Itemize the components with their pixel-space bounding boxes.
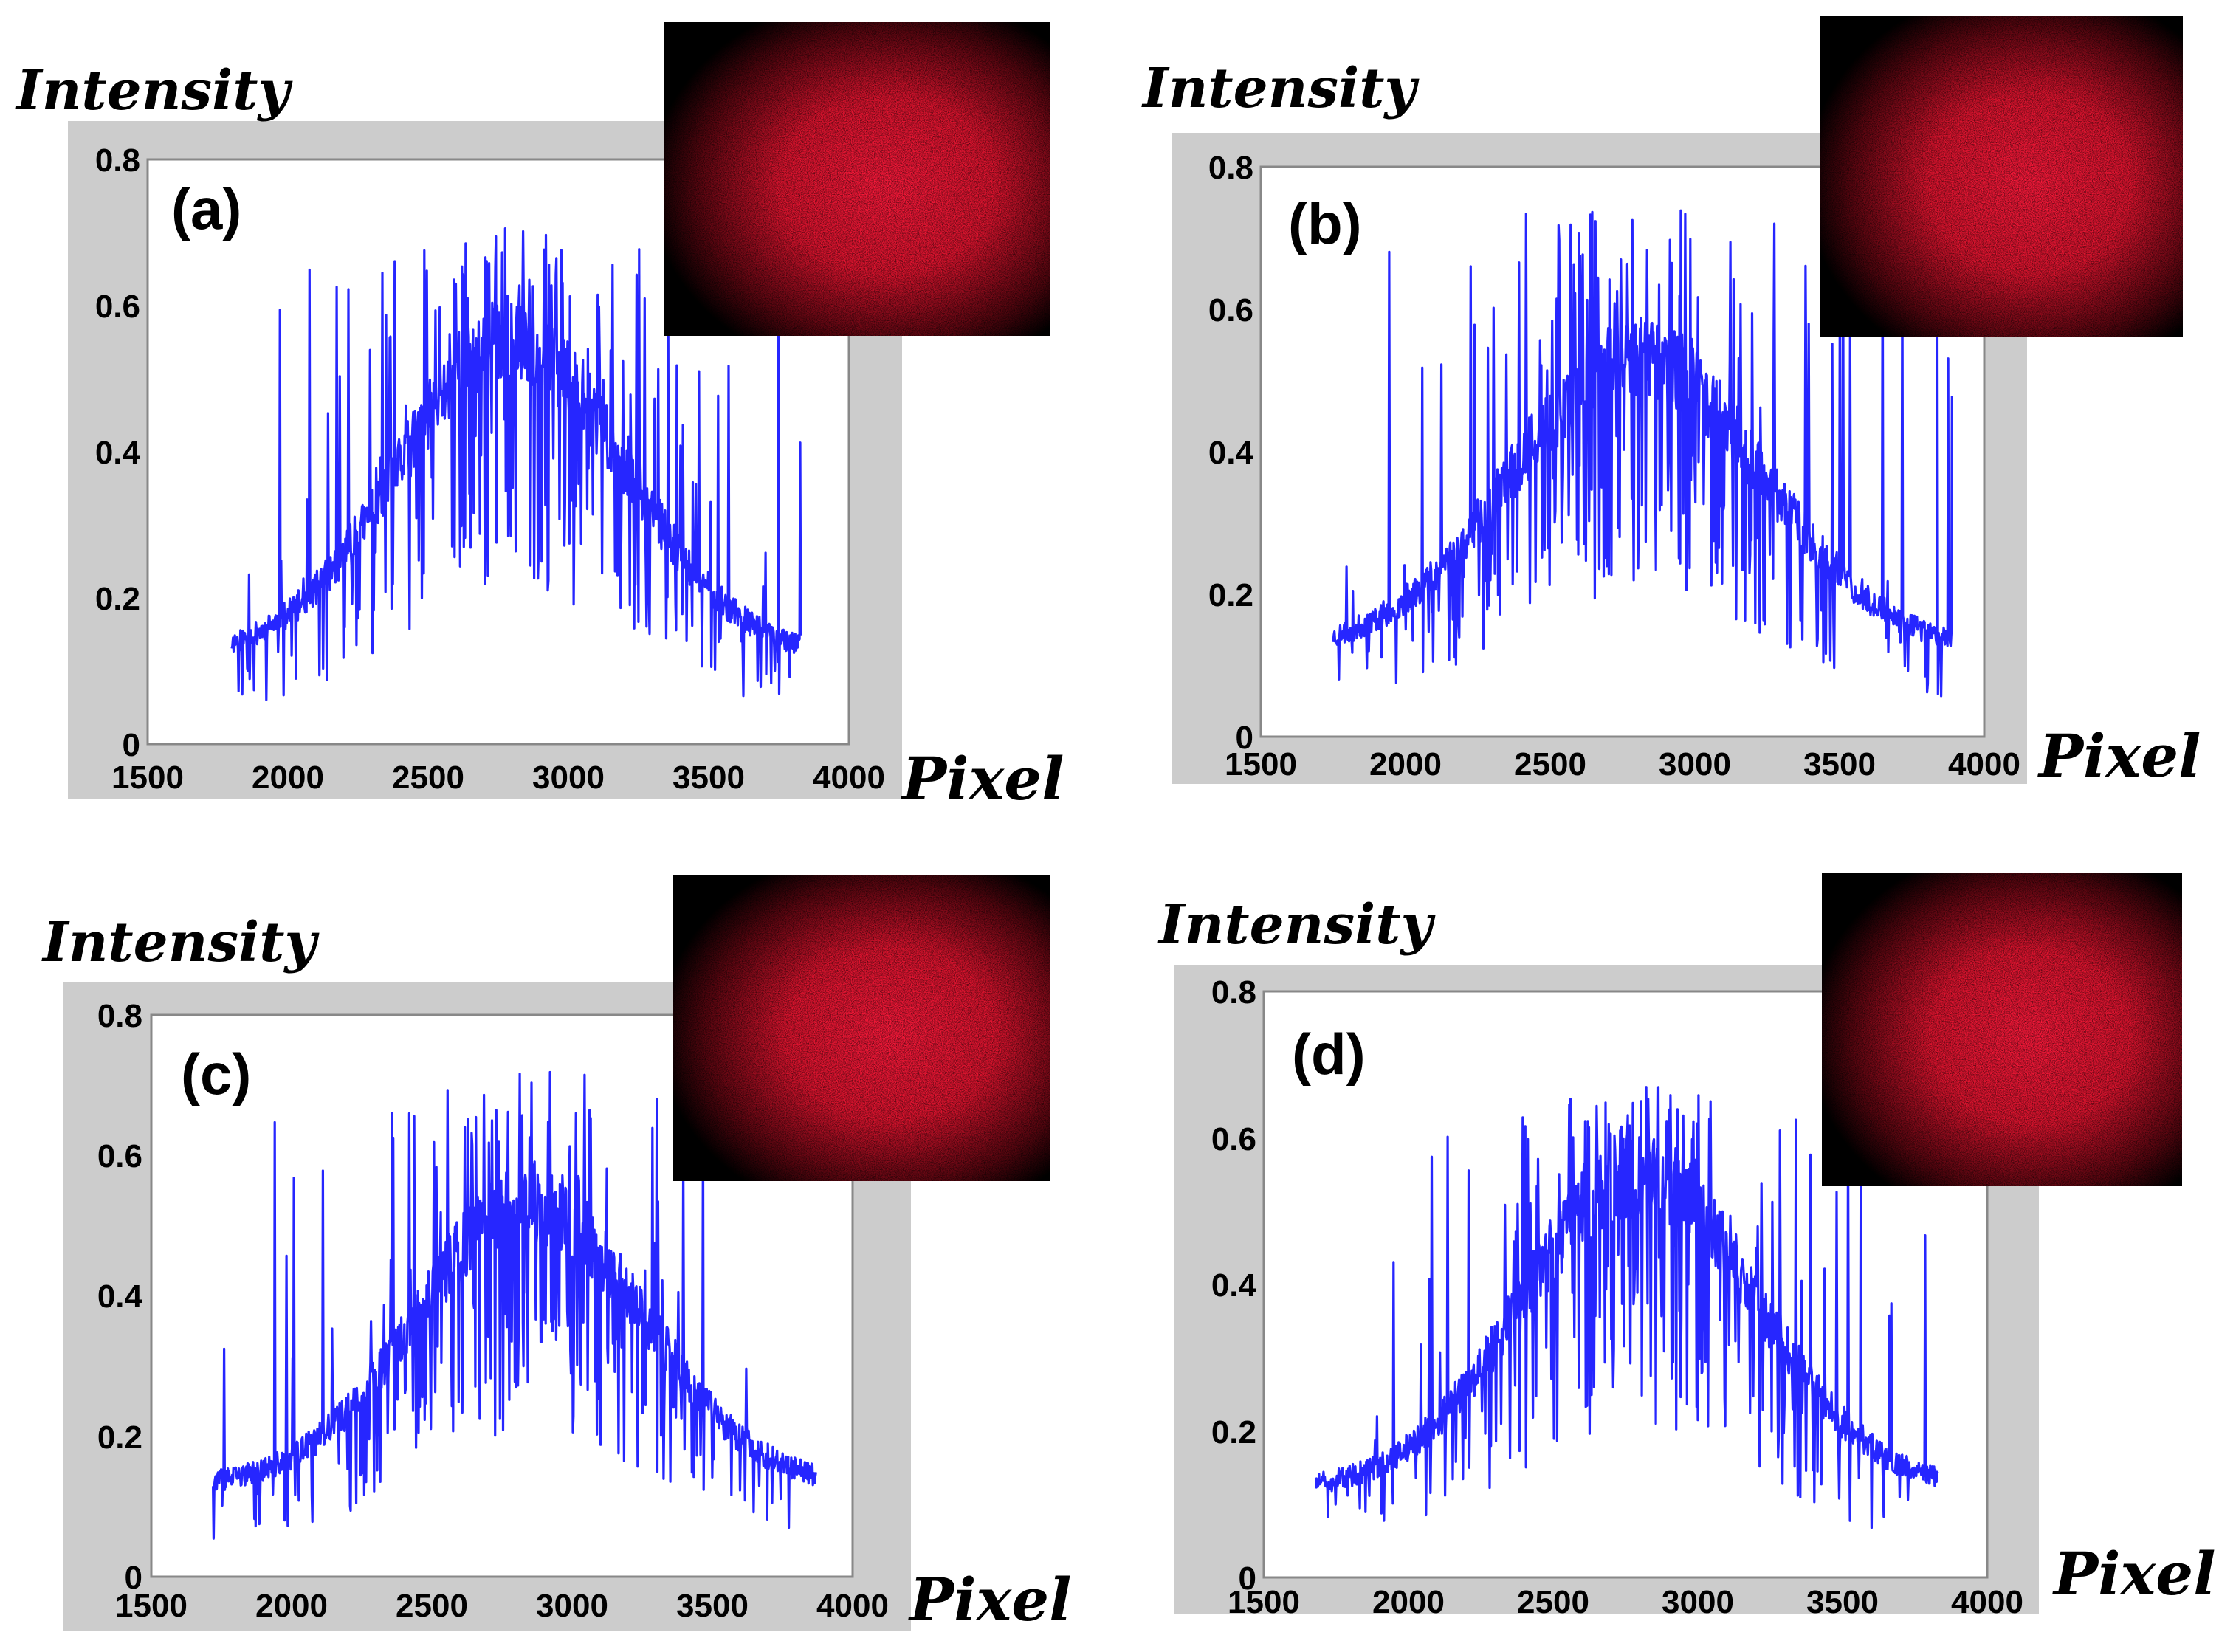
- panel-a-xtick: 2500: [392, 760, 464, 796]
- panel-d-ytick: 0.8: [1211, 974, 1256, 1011]
- panel-c-xtick: 4000: [816, 1588, 889, 1624]
- panel-a-ytick: 0: [123, 727, 140, 763]
- panel-d-ytick: 0.2: [1211, 1414, 1256, 1450]
- panel-b-xtick: 2500: [1514, 746, 1586, 782]
- panel-b-xtick: 2000: [1369, 746, 1442, 782]
- panel-c-xlabel: Pixel: [908, 1565, 1072, 1634]
- panel-a: Intensity Pixel (a) 0.8 0.6 0.4 0.2 0 15…: [15, 22, 1064, 813]
- panel-c-ytick: 0.4: [97, 1278, 143, 1315]
- panel-c-ytick: 0.6: [97, 1138, 142, 1174]
- panel-c-xticks: 1500 2000 2500 3000 3500 4000: [115, 1588, 889, 1624]
- panel-b-ytick: 0.8: [1208, 150, 1253, 186]
- panel-b-ytick: 0.6: [1208, 292, 1253, 328]
- panel-a-xtick: 1500: [111, 760, 184, 796]
- panel-d-xticks: 1500 2000 2500 3000 3500 4000: [1228, 1584, 2023, 1620]
- panel-a-label: (a): [171, 176, 241, 241]
- panel-d-xtick: 2000: [1372, 1584, 1445, 1620]
- panel-c-ytick: 0: [125, 1560, 142, 1596]
- panel-d-xtick: 1500: [1228, 1584, 1300, 1620]
- panel-c-yticks: 0.8 0.6 0.4 0.2 0: [97, 998, 143, 1596]
- panel-b: Intensity Pixel (b) 0.8 0.6 0.4 0.2 0 15…: [1141, 16, 2201, 791]
- panel-d-yticks: 0.8 0.6 0.4 0.2 0: [1211, 974, 1257, 1597]
- panel-a-ytick: 0.8: [95, 142, 140, 179]
- panel-b-ytick: 0.4: [1208, 435, 1254, 471]
- panel-c-ylabel: Intensity: [41, 911, 320, 974]
- panel-a-intensity-trace: [230, 227, 802, 701]
- panel-c-xtick: 3500: [676, 1588, 749, 1624]
- panel-a-xtick: 2000: [252, 760, 324, 796]
- panel-a-xlabel: Pixel: [901, 744, 1064, 813]
- panel-a-xtick: 3500: [672, 760, 745, 796]
- panel-b-label: (b): [1288, 191, 1362, 256]
- panel-c-label: (c): [181, 1042, 251, 1107]
- panel-b-xlabel: Pixel: [2037, 721, 2201, 791]
- panel-c: Intensity Pixel (c) 0.8 0.6 0.4 0.2 0 15…: [41, 875, 1072, 1634]
- panel-d: Intensity Pixel (d) 0.8 0.6 0.4 0.2 0 15…: [1157, 873, 2216, 1620]
- panel-a-xticks: 1500 2000 2500 3000 3500 4000: [111, 760, 885, 796]
- panel-d-xtick: 2500: [1517, 1584, 1589, 1620]
- panel-d-speckle-noise: [1822, 873, 2182, 1186]
- panel-c-xtick: 2000: [255, 1588, 328, 1624]
- panel-a-ytick: 0.2: [95, 581, 140, 617]
- panel-b-ylabel: Intensity: [1141, 57, 1420, 120]
- panel-d-ylabel: Intensity: [1157, 893, 1436, 957]
- panel-a-speckle-noise: [664, 22, 1050, 336]
- panel-b-xticks: 1500 2000 2500 3000 3500 4000: [1225, 746, 2020, 782]
- panel-b-xtick: 3500: [1803, 746, 1876, 782]
- panel-a-xtick: 3000: [532, 760, 605, 796]
- panel-d-xlabel: Pixel: [2052, 1539, 2216, 1608]
- panel-c-xtick: 2500: [396, 1588, 468, 1624]
- panel-b-xtick: 1500: [1225, 746, 1297, 782]
- panel-b-xtick: 3000: [1659, 746, 1731, 782]
- panel-d-label: (d): [1292, 1022, 1366, 1087]
- panel-b-yticks: 0.8 0.6 0.4 0.2 0: [1208, 150, 1254, 756]
- panel-c-ytick: 0.8: [97, 998, 142, 1034]
- panel-c-intensity-trace: [212, 1070, 817, 1540]
- panel-d-xtick: 4000: [1951, 1584, 2023, 1620]
- panel-c-xtick: 3000: [536, 1588, 608, 1624]
- panel-b-speckle-noise: [1820, 16, 2183, 337]
- panel-a-ytick: 0.4: [95, 435, 141, 471]
- panel-b-xtick: 4000: [1948, 746, 2020, 782]
- panel-c-speckle-noise: [673, 875, 1050, 1181]
- panel-d-xtick: 3500: [1806, 1584, 1879, 1620]
- panel-a-ytick: 0.6: [95, 289, 140, 325]
- panel-b-ytick: 0: [1236, 720, 1253, 756]
- panel-c-xtick: 1500: [115, 1588, 188, 1624]
- panel-b-ytick: 0.2: [1208, 577, 1253, 613]
- panel-a-yticks: 0.8 0.6 0.4 0.2 0: [95, 142, 141, 763]
- panel-d-ytick: 0.6: [1211, 1121, 1256, 1157]
- panel-a-ylabel: Intensity: [15, 59, 293, 123]
- panel-b-intensity-trace: [1332, 209, 1953, 698]
- panel-d-ytick: 0: [1239, 1560, 1256, 1597]
- panel-a-xtick: 4000: [813, 760, 885, 796]
- panel-d-intensity-trace: [1315, 1086, 1939, 1529]
- panel-c-ytick: 0.2: [97, 1419, 142, 1456]
- panel-d-xtick: 3000: [1662, 1584, 1734, 1620]
- panel-d-ytick: 0.4: [1211, 1267, 1257, 1304]
